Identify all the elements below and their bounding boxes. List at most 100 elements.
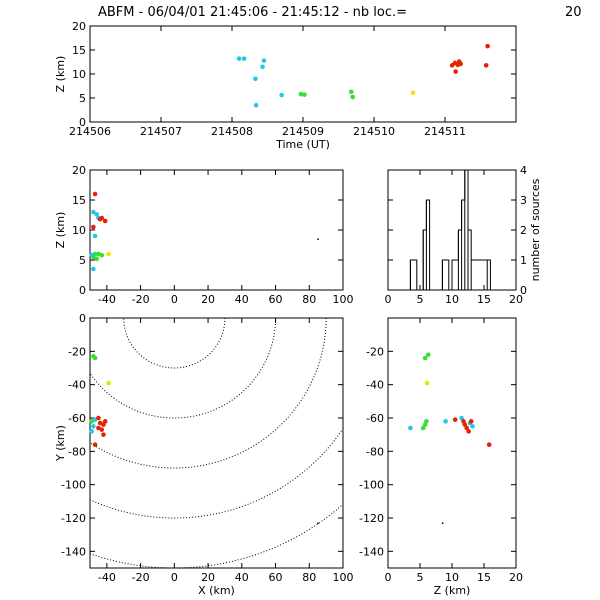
- data-point: [302, 92, 307, 97]
- data-point: [97, 216, 103, 222]
- data-point: [89, 252, 94, 258]
- x-tick-label: 20: [201, 293, 215, 306]
- data-point: [101, 432, 106, 437]
- data-point: [466, 429, 471, 434]
- x-tick-label: 0: [171, 571, 178, 584]
- y-tick-label: 20: [72, 20, 86, 33]
- y-tick-label: -120: [359, 512, 384, 525]
- y-tick-label: -40: [366, 379, 384, 392]
- data-point: [424, 380, 430, 386]
- x-y-panel: -40 -20 0 20 40 60 80 100 0 -20 -40 -60 -80 -100 -120 -…: [54, 312, 354, 597]
- data-point: [260, 64, 265, 70]
- x-z-panel: -40 -20 0 20 40 60 80 100 0 5 10 15 20 Z (km): [54, 164, 354, 306]
- x-tick-label: 10: [445, 571, 459, 584]
- x-tick-label: 5: [417, 571, 424, 584]
- data-point: [485, 43, 490, 49]
- y-axis-label: Z (km): [54, 56, 67, 93]
- data-point: [91, 266, 96, 272]
- y-tick-label: 5: [79, 254, 86, 267]
- y-tick-label: 3: [520, 194, 527, 207]
- data-point: [422, 355, 428, 361]
- x-tick-label: 0: [171, 293, 178, 306]
- x-tick-label: 100: [333, 571, 354, 584]
- data-point: [92, 191, 98, 197]
- x-tick-label: 60: [269, 293, 283, 306]
- data-point: [317, 522, 319, 524]
- y-tick-label: -100: [61, 479, 86, 492]
- y-tick-label: -100: [359, 479, 384, 492]
- data-point: [89, 429, 94, 434]
- data-point: [91, 354, 96, 359]
- data-point: [106, 380, 111, 386]
- data-point: [426, 352, 431, 357]
- data-point: [483, 63, 489, 68]
- y-tick-label: -60: [366, 412, 384, 425]
- time-z-panel: 214506 214507 214508 214509 214510 214511 0 5 10…: [54, 20, 517, 151]
- x-tick-label: 60: [269, 571, 283, 584]
- data-point: [102, 218, 108, 224]
- data-point: [462, 422, 468, 427]
- x-tick-label: 80: [302, 293, 316, 306]
- data-point: [236, 56, 242, 61]
- plot-frame: [387, 317, 517, 569]
- x-tick-label: 20: [509, 293, 523, 306]
- x-tick-label: 214509: [282, 125, 324, 138]
- data-point: [106, 251, 111, 257]
- z-y-panel: 0 5 10 15 20 -20 -40 -60 -80 -100 -120 -140 Z (km): [359, 317, 523, 597]
- data-point: [91, 224, 96, 230]
- y-axis-label: Z (km): [54, 212, 67, 249]
- range-rings: [90, 318, 343, 568]
- data-point: [261, 58, 267, 63]
- data-point: [279, 92, 285, 98]
- x-tick-label: 214507: [140, 125, 182, 138]
- x-tick-label: 15: [477, 571, 491, 584]
- x-tick-label: 40: [235, 571, 249, 584]
- x-tick-label: 5: [417, 293, 424, 306]
- y-tick-label: -140: [359, 545, 384, 558]
- y-tick-label: 20: [72, 164, 86, 177]
- x-tick-label: 15: [477, 293, 491, 306]
- data-point: [91, 209, 96, 215]
- data-point: [91, 424, 96, 429]
- data-point: [99, 252, 105, 258]
- data-point: [102, 419, 108, 424]
- range-ring: [90, 427, 343, 519]
- x-axis-label: X (km): [198, 584, 235, 597]
- data-point: [92, 442, 98, 447]
- x-tick-label: 0: [385, 293, 392, 306]
- data-point: [408, 425, 413, 431]
- x-tick-label: -20: [132, 293, 150, 306]
- plot-frame: [89, 25, 517, 123]
- y-tick-label: 0: [79, 284, 86, 297]
- data-point: [96, 425, 101, 431]
- data-point: [453, 69, 458, 74]
- y-axis-label: Y (km): [54, 425, 67, 462]
- y-tick-label: -140: [61, 545, 86, 558]
- data-point: [443, 419, 448, 424]
- data-point: [94, 256, 100, 262]
- y-tick-label: -60: [68, 412, 86, 425]
- x-tick-label: 80: [302, 571, 316, 584]
- x-tick-label: 0: [385, 571, 392, 584]
- x-tick-label: 40: [235, 293, 249, 306]
- y-tick-label: -20: [68, 345, 86, 358]
- data-point: [298, 91, 304, 97]
- location-count: 20: [565, 5, 582, 20]
- y-tick-label: 4: [520, 164, 527, 177]
- x-tick-label: 100: [333, 293, 354, 306]
- figure-title: ABFM - 06/04/01 21:45:06 - 21:45:12 - nb…: [98, 5, 407, 20]
- data-point: [459, 415, 464, 421]
- x-tick-label: 214510: [353, 125, 395, 138]
- range-ring: [123, 318, 226, 369]
- x-tick-label: 20: [509, 571, 523, 584]
- data-point: [420, 425, 426, 431]
- y-tick-label: -80: [366, 445, 384, 458]
- y-tick-label: 0: [79, 116, 86, 129]
- data-point: [464, 425, 470, 431]
- y-tick-label: -80: [68, 445, 86, 458]
- x-tick-label: 10: [445, 293, 459, 306]
- data-point: [470, 424, 475, 429]
- x-tick-label: -20: [132, 571, 150, 584]
